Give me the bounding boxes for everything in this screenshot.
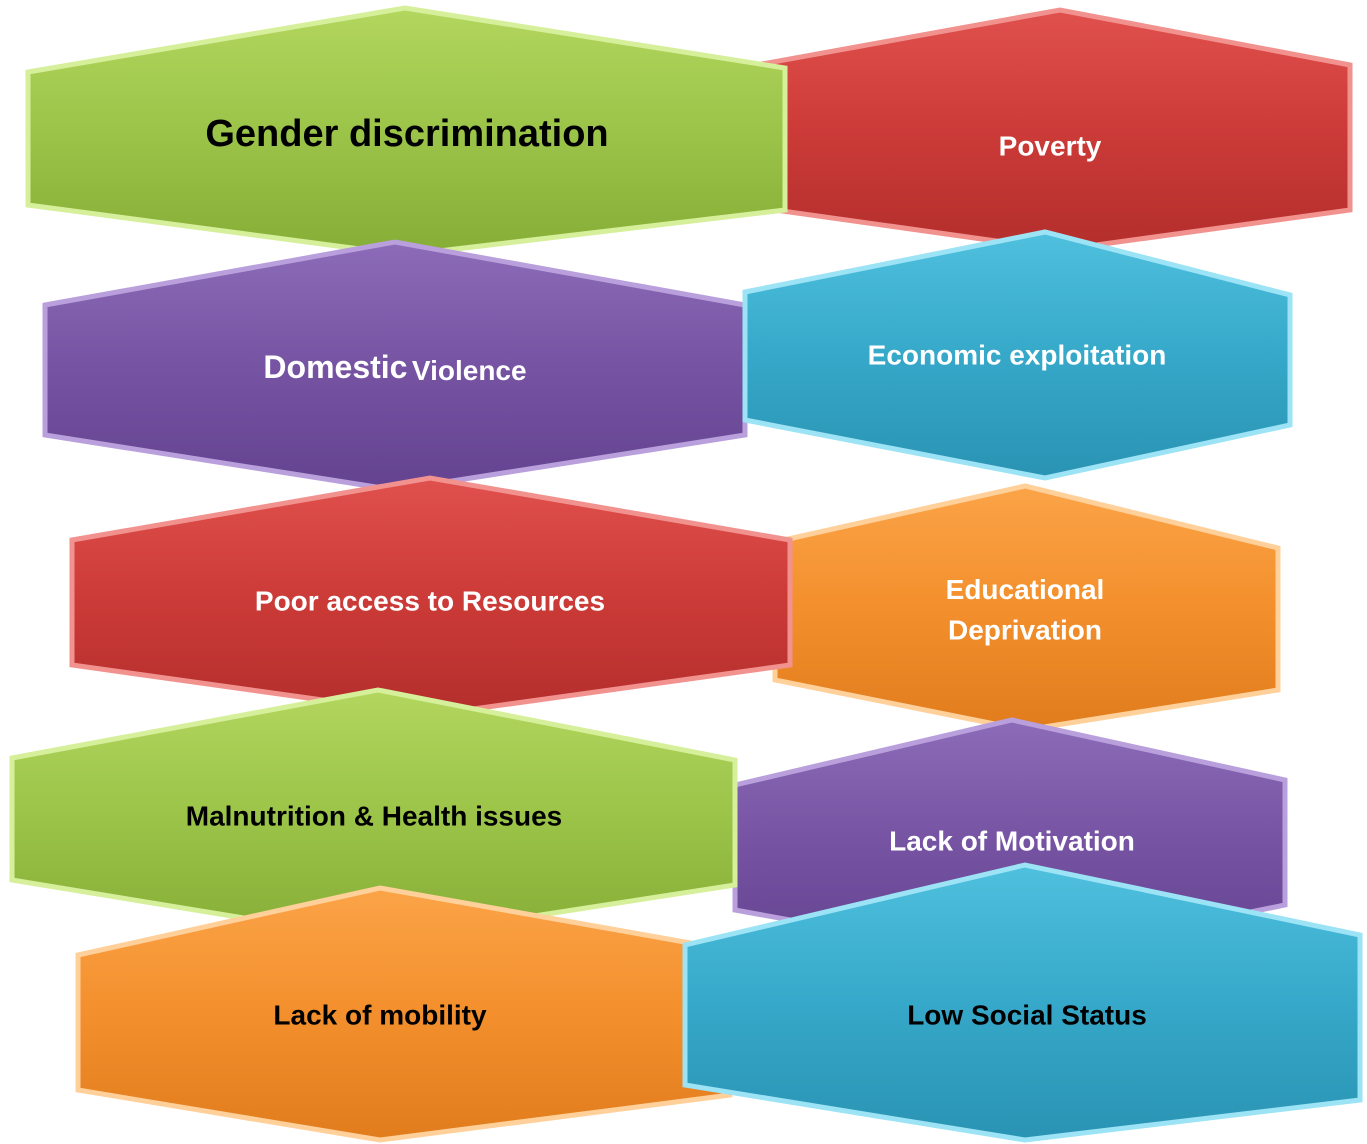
hexagon-shape	[42, 239, 748, 493]
hexagon-shape	[9, 687, 738, 943]
hexagon-node: Gender discrimination	[25, 5, 788, 258]
node-label: Lack of mobility	[273, 999, 487, 1030]
hexagon-node: Economic exploitation	[742, 229, 1293, 481]
hexagon-shape	[742, 229, 1293, 481]
hexagon-shape	[682, 862, 1363, 1143]
node-label-part: Domestic	[263, 349, 407, 385]
hexagon-shape	[772, 483, 1281, 733]
hexagon-shape	[75, 885, 733, 1143]
hexagon-shape	[25, 5, 788, 258]
node-label: Educational	[946, 574, 1105, 605]
node-label: Malnutrition & Health issues	[186, 800, 563, 831]
node-label: Economic exploitation	[868, 339, 1167, 370]
node-label: Poor access to Resources	[255, 585, 605, 616]
node-label-part: Violence	[412, 355, 527, 386]
hexagon-node: Domestic Violence	[42, 239, 748, 493]
node-label: Low Social Status	[907, 999, 1147, 1030]
hexagon-node: Lack of mobility	[75, 885, 733, 1143]
hexagon-node: Malnutrition & Health issues	[9, 687, 738, 943]
node-label: Deprivation	[948, 615, 1102, 646]
hexagon-node: Poor access to Resources	[69, 475, 793, 718]
hexagon-node: Educational Deprivation	[772, 483, 1281, 733]
hexagon-node: Poverty	[737, 7, 1353, 253]
hexagon-node: Low Social Status	[682, 862, 1363, 1143]
node-label: Lack of Motivation	[889, 825, 1135, 856]
node-label: Domestic Violence	[263, 349, 526, 386]
node-label: Poverty	[999, 130, 1102, 161]
hexagon-shape	[69, 475, 793, 718]
node-label: Gender discrimination	[205, 113, 608, 155]
